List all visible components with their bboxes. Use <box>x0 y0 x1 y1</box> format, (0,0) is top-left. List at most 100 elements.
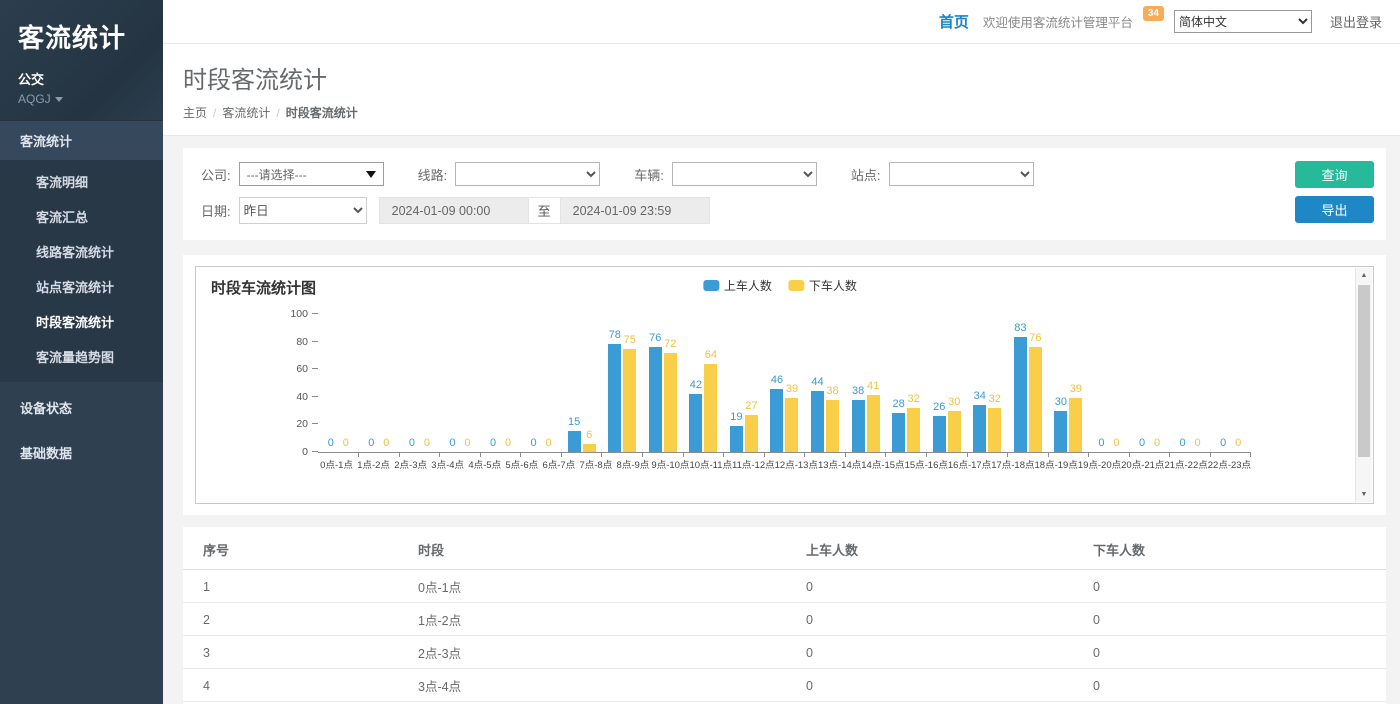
sidebar-subitem[interactable]: 线路客流统计 <box>36 245 115 260</box>
home-link[interactable]: 首页 <box>938 14 969 31</box>
x-axis-tick-label: 20点-21点 <box>1121 460 1165 471</box>
legend-swatch <box>702 280 719 291</box>
bar <box>932 416 946 452</box>
profile-account-dropdown[interactable]: AQGJ <box>18 92 163 106</box>
bar <box>988 407 1002 452</box>
bar-value-label: 39 <box>1069 383 1083 396</box>
x-axis-tick-label: 13点-14点 <box>817 460 862 471</box>
bar-value-label: 0 <box>489 437 497 449</box>
table-column-header: 序号 <box>183 527 410 570</box>
table-cell: 0 <box>798 701 1085 704</box>
bar-value-label: 0 <box>1138 437 1146 449</box>
bar-value-label: 28 <box>892 398 905 411</box>
x-axis-tick-label: 10点-11点 <box>689 460 733 471</box>
x-axis-tick-label: 16点-17点 <box>947 460 992 471</box>
table-cell: 0 <box>1085 569 1386 603</box>
table-cell: 0 <box>1085 668 1386 702</box>
bar-value-label: 42 <box>689 379 702 392</box>
station-select[interactable] <box>888 162 1034 186</box>
sidebar-subitem[interactable]: 时段客流统计 <box>36 315 115 330</box>
chart-x-axis-labels: 0点-1点 1点-2点 2点-3点 3点-4点 4点-5点 5点-6点 6点-7点 7点-8点… <box>318 457 1251 471</box>
vehicle-select[interactable] <box>671 162 817 186</box>
table-row: 1 0点-1点 0 0 <box>183 569 1386 603</box>
chart-bar-group: 78 75 <box>602 315 643 457</box>
company-label: 公司: <box>201 167 231 183</box>
breadcrumb-home[interactable]: 主页 <box>183 106 208 120</box>
welcome-text: 欢迎使用客流统计管理平台 <box>982 16 1133 30</box>
bar-value-label: 44 <box>811 376 824 389</box>
sidebar: 客流统计 公交 AQGJ 客流统计 客流明细 客流汇总 线路客流统计 站点客流统计 时段… <box>0 0 163 704</box>
bar-value-label: 15 <box>568 416 581 429</box>
x-axis-tick-label: 7点-8点 <box>579 460 613 471</box>
x-axis-tick-label: 8点-9点 <box>616 460 650 471</box>
dropdown-arrow-icon <box>365 170 376 178</box>
station-label: 站点: <box>850 167 881 183</box>
chart-plot: 0 0 0 0 0 0 0 0 0 0 0 0 15 6 78 75 76 72 42 64 19 27 46 39 44 38 3… <box>290 308 1251 458</box>
bar <box>567 431 581 452</box>
query-button[interactable]: 查询 <box>1295 161 1374 188</box>
scrollbar-thumb[interactable] <box>1358 285 1370 457</box>
bar-value-label: 0 <box>545 437 552 449</box>
export-button[interactable]: 导出 <box>1295 196 1374 223</box>
sidebar-item-device-status[interactable]: 设备状态 <box>20 401 73 416</box>
results-table-panel: 序号 时段 上车人数 下车人数 1 0点-1点 0 0 2 1点-2点 0 0 3 2点-3点 0 0 4 3点… <box>183 527 1386 704</box>
bar <box>851 399 865 452</box>
scroll-down-icon[interactable]: ▼ <box>1360 491 1368 498</box>
bar <box>892 413 906 452</box>
breadcrumb-current: 时段客流统计 <box>285 106 358 120</box>
sidebar-subitem[interactable]: 站点客流统计 <box>36 280 115 295</box>
table-header-row: 序号 时段 上车人数 下车人数 <box>183 527 1386 570</box>
y-axis-tick-label: 60 <box>296 363 308 376</box>
chart-bar-group: 46 39 <box>764 315 805 457</box>
table-cell: 2点-3点 <box>410 635 798 669</box>
date-preset-select[interactable]: 昨日 <box>238 197 367 224</box>
scroll-up-icon[interactable]: ▲ <box>1360 272 1368 279</box>
table-body: 10点-1点0021点-2点0032点-3点0043点-4点0054点-5点00… <box>183 569 1386 704</box>
bar-value-label: 30 <box>948 395 961 408</box>
bar-value-label: 72 <box>664 337 677 350</box>
chart-scrollbar[interactable]: ▲ ▼ <box>1355 268 1372 502</box>
bar-value-label: 0 <box>1220 437 1227 449</box>
table-cell: 4点-5点 <box>410 701 798 704</box>
logout-link[interactable]: 退出登录 <box>1329 15 1382 30</box>
bar-value-label: 32 <box>988 392 1001 405</box>
legend-item: 下车人数 <box>787 277 857 294</box>
line-select[interactable] <box>455 162 601 186</box>
table-cell: 0 <box>1085 602 1386 636</box>
sidebar-submenu: 客流明细客流汇总线路客流统计 站点客流统计 时段客流统计 客流量趋势图 <box>0 160 163 382</box>
date-to-input[interactable]: 2024-01-09 23:59 <box>559 197 710 224</box>
x-axis-tick-label: 2点-3点 <box>394 460 427 471</box>
x-axis-tick-label: 5点-6点 <box>505 460 539 471</box>
date-range-group: 2024-01-09 00:00 至 2024-01-09 23:59 <box>378 197 710 224</box>
bar-value-label: 76 <box>649 332 662 345</box>
bar-value-label: 78 <box>608 329 621 342</box>
sidebar-subitem[interactable]: 客流汇总 <box>36 210 89 225</box>
sidebar-subitem[interactable]: 客流明细 <box>36 175 89 190</box>
sidebar-item-passenger-stats[interactable]: 客流统计 <box>0 120 163 160</box>
bar <box>973 405 987 452</box>
table-cell: 3点-4点 <box>410 668 798 702</box>
table-cell: 1点-2点 <box>410 602 798 636</box>
bar-value-label: 30 <box>1054 395 1068 408</box>
bar-value-label: 26 <box>933 401 946 414</box>
bar-value-label: 83 <box>1014 322 1027 335</box>
bar-value-label: 0 <box>464 437 471 449</box>
date-from-input[interactable]: 2024-01-09 00:00 <box>378 197 529 224</box>
company-select[interactable]: ---请选择--- <box>238 162 384 186</box>
sidebar-item-basic-data[interactable]: 基础数据 <box>20 446 73 461</box>
bar <box>729 425 743 452</box>
language-select[interactable]: 简体中文 <box>1173 10 1312 33</box>
breadcrumb-parent[interactable]: 客流统计 <box>222 106 271 120</box>
table-column-header: 下车人数 <box>1085 527 1386 570</box>
sidebar-nav: 客流统计 客流明细客流汇总线路客流统计 站点客流统计 时段客流统计 客流量趋势图 设备… <box>0 120 163 472</box>
y-axis-tick-label: 0 <box>302 446 308 458</box>
x-axis-tick-label: 0点-1点 <box>320 460 353 471</box>
chart-bar-group: 19 27 <box>724 315 765 457</box>
profile-account-label: AQGJ <box>18 92 51 106</box>
legend-label: 上车人数 <box>723 279 772 293</box>
legend-item: 上车人数 <box>702 277 772 294</box>
sidebar-subitem[interactable]: 客流量趋势图 <box>36 350 115 365</box>
